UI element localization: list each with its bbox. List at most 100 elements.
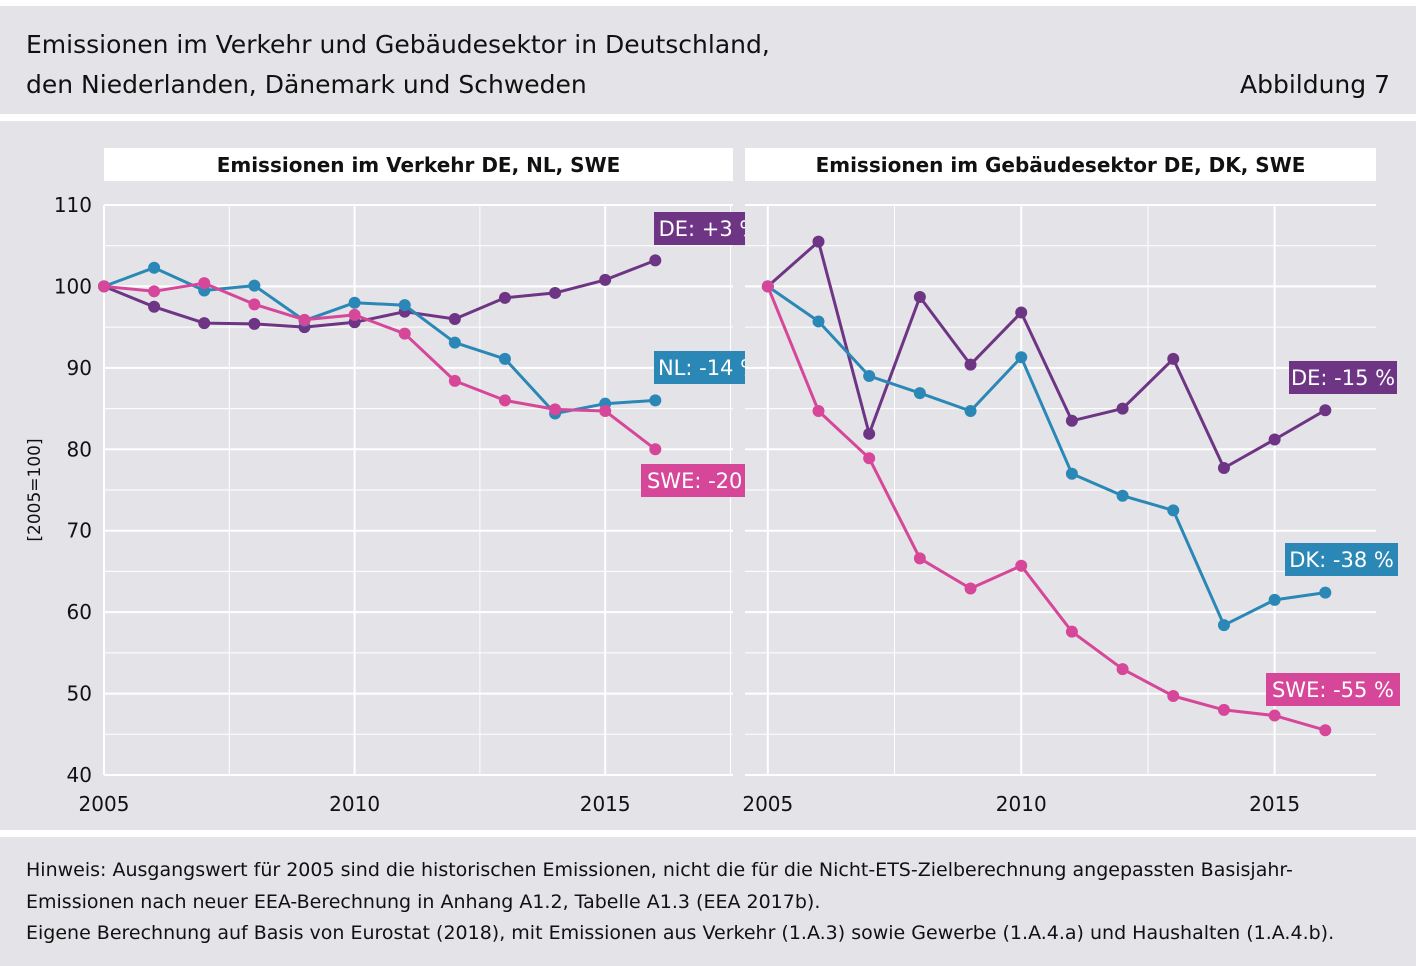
series-label-box-de xyxy=(1289,361,1397,394)
series-line-de xyxy=(766,240,1327,470)
x-tick-label: 2015 xyxy=(580,792,631,816)
data-point-swe xyxy=(1167,690,1180,703)
series-label-box-swe xyxy=(1266,673,1400,706)
data-point-swe xyxy=(1015,559,1028,572)
data-point-swe xyxy=(198,277,211,290)
data-point-swe xyxy=(1268,709,1281,722)
data-point-nl xyxy=(348,296,361,309)
data-point-swe xyxy=(599,405,612,418)
data-point-swe xyxy=(148,285,161,298)
x-tick-label: 2005 xyxy=(79,792,130,816)
y-tick-label: 70 xyxy=(67,519,92,543)
chart-title-line-1: Emissionen im Verkehr und Gebäudesektor … xyxy=(26,30,770,59)
series-line-de xyxy=(103,259,656,329)
data-point-nl xyxy=(398,299,411,312)
data-point-de xyxy=(863,427,876,440)
data-point-dk xyxy=(1268,593,1281,606)
data-point-nl xyxy=(148,261,161,274)
data-point-de xyxy=(248,317,261,330)
data-point-de xyxy=(448,313,461,325)
series-line-swe xyxy=(103,281,657,451)
data-point-de xyxy=(1268,433,1281,446)
data-point-swe xyxy=(1319,724,1332,737)
panel-buildings: Emissionen im Gebäudesektor DE, DK, SWE 2… xyxy=(742,148,1400,816)
series-label-box-dk xyxy=(1285,543,1398,576)
data-point-de xyxy=(148,300,161,313)
data-point-swe xyxy=(549,403,562,416)
note-line-1: Hinweis: Ausgangswert für 2005 sind die … xyxy=(26,859,1293,881)
data-point-swe xyxy=(649,443,662,456)
data-point-de xyxy=(198,317,211,330)
data-point-swe xyxy=(448,374,461,387)
data-point-swe xyxy=(913,552,926,565)
data-point-swe xyxy=(1217,703,1230,716)
data-point-de xyxy=(1319,404,1332,417)
x-tick-label: 2005 xyxy=(742,792,793,816)
note-band: Hinweis: Ausgangswert für 2005 sind die … xyxy=(0,837,1416,966)
data-point-swe xyxy=(348,308,361,321)
panel-title: Emissionen im Verkehr DE, NL, SWE xyxy=(217,153,621,177)
data-point-de xyxy=(1217,462,1230,475)
note-line-3: Eigene Berechnung auf Basis von Eurostat… xyxy=(26,922,1335,944)
y-tick-label: 50 xyxy=(67,682,92,706)
series-line-swe xyxy=(766,285,1326,732)
panel-strip xyxy=(104,148,733,181)
data-point-de xyxy=(649,254,662,267)
data-point-swe xyxy=(248,298,261,311)
data-point-dk xyxy=(1116,489,1129,502)
data-point-de xyxy=(599,273,612,286)
data-point-de xyxy=(1167,352,1180,365)
data-point-dk xyxy=(1319,586,1332,599)
y-tick-label: 110 xyxy=(54,193,92,217)
series-label-de: DE: +3 % xyxy=(659,217,760,241)
data-point-de xyxy=(913,291,926,304)
data-point-dk xyxy=(1217,619,1230,632)
y-tick-label: 80 xyxy=(67,437,92,461)
data-point-nl xyxy=(649,394,662,407)
data-point-dk xyxy=(1167,504,1180,517)
series-label-dk: DK: -38 % xyxy=(1289,548,1394,572)
data-point-dk xyxy=(913,387,926,400)
series-label-de: DE: -15 % xyxy=(1291,366,1395,390)
note-line-2: Emissionen nach neuer EEA-Berechnung in … xyxy=(26,891,821,913)
figure-label: Abbildung 7 xyxy=(1239,70,1390,99)
data-point-nl xyxy=(448,336,461,349)
data-point-dk xyxy=(1015,351,1028,364)
data-point-swe xyxy=(1065,625,1078,638)
panel-transport: Emissionen im Verkehr DE, NL, SWE 2005 201… xyxy=(25,148,775,816)
data-point-swe xyxy=(398,327,411,340)
y-axis-label: [2005=100] xyxy=(25,438,45,541)
y-tick-label: 90 xyxy=(67,356,92,380)
series-label-nl: NL: -14 % xyxy=(658,356,760,380)
y-tick-label: 60 xyxy=(67,600,92,624)
data-point-dk xyxy=(863,370,876,382)
series-line-dk xyxy=(766,285,1326,627)
chart-title-line-2: den Niederlanden, Dänemark und Schweden xyxy=(26,70,587,99)
data-point-swe xyxy=(964,582,977,595)
x-tick-label: 2015 xyxy=(1249,792,1300,816)
panel-strip xyxy=(745,148,1376,181)
series-label-swe: SWE: -55 % xyxy=(1272,678,1394,702)
data-point-de xyxy=(1116,402,1129,415)
x-tick-label: 2010 xyxy=(329,792,380,816)
data-point-swe xyxy=(498,394,511,407)
data-point-swe xyxy=(761,280,774,293)
data-point-dk xyxy=(1065,467,1078,480)
data-point-nl xyxy=(498,352,511,365)
y-tick-label: 100 xyxy=(54,274,92,298)
data-point-swe xyxy=(298,313,311,326)
data-point-swe xyxy=(1116,663,1129,676)
data-point-swe xyxy=(863,452,876,465)
data-point-swe xyxy=(812,405,825,418)
data-point-de xyxy=(812,235,825,248)
x-tick-label: 2010 xyxy=(996,792,1047,816)
panel-title: Emissionen im Gebäudesektor DE, DK, SWE xyxy=(816,153,1306,177)
y-tick-label: 40 xyxy=(67,763,92,787)
data-point-de xyxy=(498,291,511,304)
data-point-dk xyxy=(812,315,825,328)
data-point-de xyxy=(549,286,562,299)
title-band: Emissionen im Verkehr und Gebäudesektor … xyxy=(0,6,1416,114)
series-line-nl xyxy=(103,266,656,415)
data-point-dk xyxy=(964,405,977,418)
